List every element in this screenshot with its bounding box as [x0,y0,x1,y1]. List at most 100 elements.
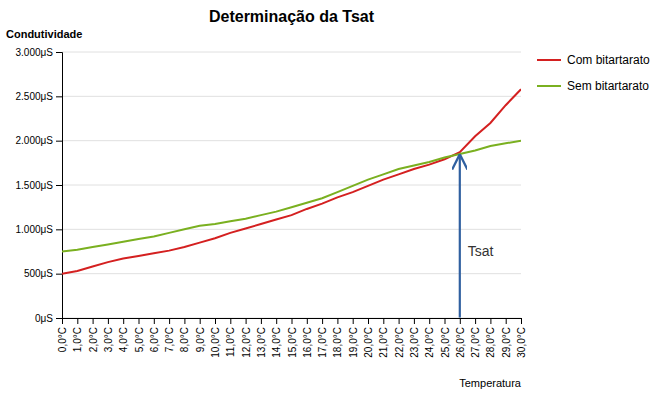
x-axis: 0,0°C 1,0°C 2,0°C 3,0°C 4,0°C 5,0°C 6,0°C 7,0°C… [57,318,527,358]
x-tick-label: 28,0°C [485,327,496,358]
y-tick-label: 1.500μS [16,180,54,191]
x-tick-label: 12,0°C [241,327,252,358]
grid-line [62,96,521,97]
y-tick-label: 2.000μS [16,135,54,146]
legend-swatch [537,59,561,61]
x-tick-label: 23,0°C [409,327,420,358]
x-tick: 13,0°C [256,318,267,358]
y-tick: 2.000μS [16,135,62,146]
x-tick-label: 2,0°C [88,327,99,352]
x-tick-mark [108,318,109,324]
x-tick-mark [414,318,415,324]
y-axis-line [56,53,63,319]
x-tick: 20,0°C [363,318,374,358]
title: Determinação da Tsat [209,8,375,25]
x-tick-mark [200,318,201,324]
x-tick: 30,0°C [516,318,527,358]
y-tick: 3.000μS [16,47,62,58]
x-tick-label: 30,0°C [516,327,527,358]
y-tick: 0μS [35,313,62,324]
x-tick-label: 9,0°C [195,327,206,352]
x-tick-label: 0,0°C [57,327,68,352]
x-tick-mark [368,318,369,324]
x-tick: 6,0°C [149,318,160,352]
x-tick-mark [123,318,124,324]
x-tick-label: 6,0°C [149,327,160,352]
x-axis-title: Temperatura [459,377,522,389]
y-tick-mark [56,52,62,53]
series-line [62,141,521,252]
x-tick-mark [77,318,78,324]
y-tick: 1.000μS [16,224,62,235]
x-tick: 1,0°C [72,318,83,352]
x-tick-mark [399,318,400,324]
x-tick-mark [292,318,293,324]
x-tick: 25,0°C [440,318,451,358]
x-tick-mark [322,318,323,324]
y-axis-title: Condutividade [6,28,82,40]
x-tick-mark [506,318,507,324]
x-tick-label: 22,0°C [394,327,405,358]
x-tick-mark [460,318,461,324]
grid-line [62,229,521,230]
x-tick-mark [276,318,277,324]
x-tick-label: 25,0°C [440,327,451,358]
x-tick-label: 18,0°C [332,327,343,358]
x-tick: 0,0°C [57,318,68,352]
grid-line [62,273,521,274]
x-tick-label: 17,0°C [317,327,328,358]
legend-label: Com bitartarato [567,53,650,67]
x-tick-label: 3,0°C [103,327,114,352]
x-tick: 12,0°C [241,318,252,358]
x-tick: 28,0°C [485,318,496,358]
x-tick-mark [521,318,522,324]
x-tick-mark [215,318,216,324]
x-tick-mark [93,318,94,324]
x-tick: 7,0°C [164,318,175,352]
x-tick: 3,0°C [103,318,114,352]
annotation-label: Tsat [468,243,494,259]
legend-item: Sem bitartarato [537,79,649,93]
x-tick-mark [429,318,430,324]
x-tick: 19,0°C [348,318,359,358]
x-tick-mark [261,318,262,324]
y-tick-label: 1.000μS [16,224,54,235]
x-tick-label: 7,0°C [164,327,175,352]
x-tick-mark [154,318,155,324]
x-tick-mark [307,318,308,324]
x-tick: 15,0°C [287,318,298,358]
x-tick-mark [475,318,476,324]
y-tick-label: 2.500μS [16,91,54,102]
x-tick: 22,0°C [394,318,405,358]
plot-area: 0,0°C 1,0°C 2,0°C 3,0°C 4,0°C 5,0°C 6,0°C 7,0°C… [16,47,527,358]
x-tick: 29,0°C [501,318,512,358]
y-tick-mark [56,96,62,97]
x-tick: 8,0°C [179,318,190,352]
x-tick-label: 29,0°C [501,327,512,358]
y-tick-mark [56,185,62,186]
y-tick: 500μS [24,268,62,279]
grid [62,52,521,318]
x-tick-label: 15,0°C [287,327,298,358]
x-tick-mark [383,318,384,324]
x-tick-label: 5,0°C [134,327,145,352]
chart: 0,0°C 1,0°C 2,0°C 3,0°C 4,0°C 5,0°C 6,0°C 7,0°C… [0,0,666,393]
x-tick-mark [490,318,491,324]
y-tick-label: 500μS [24,268,53,279]
x-tick-label: 13,0°C [256,327,267,358]
x-tick: 21,0°C [378,318,389,358]
legend-item: Com bitartarato [537,53,650,67]
x-tick: 26,0°C [455,318,466,358]
legend-swatch [537,85,561,87]
x-tick: 4,0°C [118,318,129,352]
x-tick-label: 27,0°C [470,327,481,358]
x-tick-label: 19,0°C [348,327,359,358]
x-tick: 16,0°C [302,318,313,358]
grid-line [62,140,521,141]
x-tick-label: 21,0°C [378,327,389,358]
grid-line [62,185,521,186]
y-tick: 2.500μS [16,91,62,102]
y-tick: 1.500μS [16,180,62,191]
y-axis: 0μS 500μS 1.000μS 1.500μS 2.000μS 2.500μS 3.00… [16,47,63,324]
x-tick: 24,0°C [424,318,435,358]
